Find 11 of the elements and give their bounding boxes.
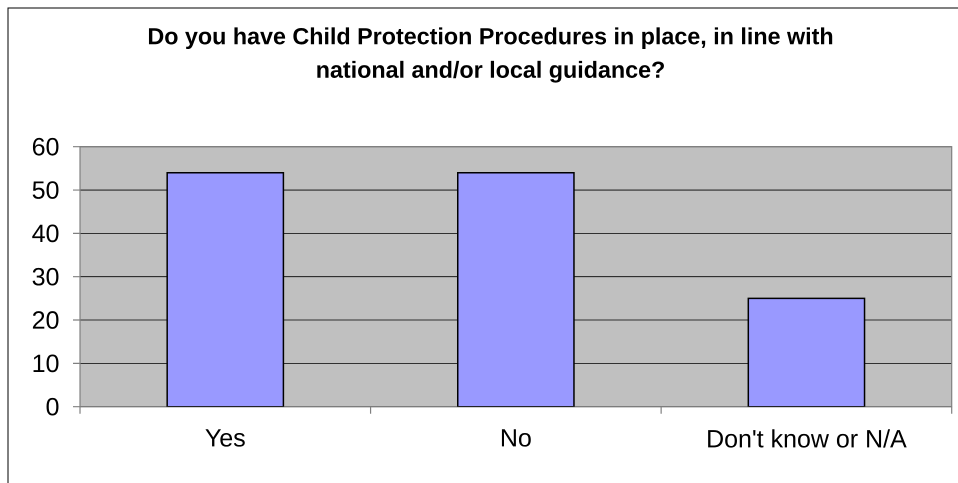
x-tick-label: Don't know or N/A [708,429,907,448]
y-tick-label: 10 [34,354,58,372]
y-tick-label: 20 [32,311,58,329]
chart-title: Do you have Child Protection Procedures in place, in line with national and/or local guidance? [148,27,832,83]
x-tick-label: Yes [205,429,245,447]
x-tick-label: No [502,429,531,447]
y-tick-label: 0 [46,398,58,416]
y-tick-label: 30 [32,268,58,286]
y-tick-label: 50 [32,181,58,199]
y-tick-label: 60 [32,138,58,156]
y-tick-label: 40 [32,224,58,242]
